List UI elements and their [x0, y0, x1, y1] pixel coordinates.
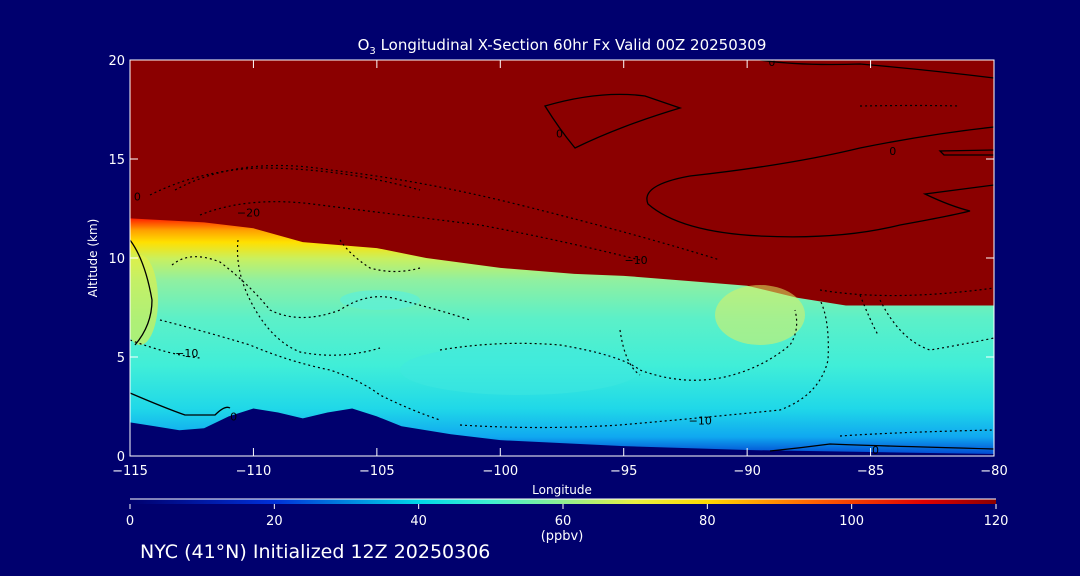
contour-label: 0	[889, 145, 896, 158]
contour-dashed	[619, 329, 641, 376]
footer-caption: NYC (41°N) Initialized 12Z 20250306	[140, 541, 491, 563]
x-tick-label: −90	[733, 464, 760, 479]
contour-solid	[130, 239, 153, 346]
y-tick-label: 20	[108, 54, 125, 69]
x-tick-label: −105	[359, 464, 395, 479]
colorbar	[130, 499, 996, 504]
contour-solid	[543, 93, 683, 149]
colorbar-unit: (ppbv)	[541, 529, 584, 544]
contour-dashed	[859, 294, 879, 336]
contour-label: −10	[175, 347, 198, 360]
ozone-patch	[715, 285, 805, 345]
x-tick-label: −80	[980, 464, 1007, 479]
colorbar-tick-label: 0	[126, 514, 134, 529]
chart-title: O3 Longitudinal X-Section 60hr Fx Valid …	[358, 36, 767, 57]
y-tick-label: 15	[108, 153, 125, 168]
y-axis-label: Altitude (km)	[86, 219, 100, 298]
x-axis-label: Longitude	[532, 483, 592, 497]
x-tick-label: −95	[610, 464, 637, 479]
y-axis: 0 5 10 15 20	[108, 54, 994, 465]
plot-area: 0 −20 −10 −10 0 −10 0 0 0 0	[130, 56, 994, 457]
x-tick-label: −85	[857, 464, 884, 479]
y-tick-label: 0	[117, 450, 125, 465]
contour-solid	[646, 126, 994, 238]
contour-solid	[938, 149, 994, 156]
colorbar-tick-label: 40	[410, 514, 427, 529]
colorbar-tick-label: 120	[984, 514, 1009, 529]
colorbar-ticks: 0 20 40 60 80 100 120	[126, 504, 1009, 529]
contour-dashed	[159, 319, 441, 421]
colorbar-tick-label: 80	[699, 514, 716, 529]
contour-lines	[130, 60, 994, 452]
contour-label: −10	[624, 254, 647, 267]
contour-dashed	[819, 287, 994, 297]
x-axis: −115 −110 −105 −100 −95 −90 −85 −80	[112, 60, 1008, 479]
terrain-fill	[130, 408, 994, 456]
x-tick-label: −115	[112, 464, 148, 479]
contour-label: 0	[768, 56, 775, 69]
contour-dashed	[859, 104, 961, 107]
contour-solid	[759, 60, 994, 79]
ozone-patch	[340, 290, 420, 310]
contour-dashed	[174, 164, 721, 261]
contour-label: 0	[230, 410, 237, 423]
contour-label: −20	[237, 206, 260, 219]
contour-dashed	[199, 201, 641, 261]
troposphere-fill	[130, 218, 994, 456]
colorbar-tick-label: 20	[266, 514, 283, 529]
contour-labels: 0 −20 −10 −10 0 −10 0 0 0 0	[134, 56, 896, 457]
contour-lines-dashed	[130, 104, 994, 437]
y-tick-label: 5	[117, 351, 125, 366]
colorbar-tick-label: 100	[839, 514, 864, 529]
contour-label: 0	[134, 191, 141, 204]
contour-dashed	[339, 239, 421, 273]
ozone-patch	[400, 345, 640, 395]
contour-dashed	[171, 256, 471, 321]
contour-label: 0	[556, 127, 563, 140]
contour-solid	[130, 392, 231, 416]
x-tick-label: −110	[236, 464, 272, 479]
x-tick-label: −100	[482, 464, 518, 479]
contour-label: −10	[689, 414, 712, 427]
contour-label: 0	[872, 444, 879, 457]
colorbar-tick-label: 60	[555, 514, 572, 529]
y-tick-label: 10	[108, 252, 125, 267]
contour-solid	[769, 443, 994, 452]
ozone-patch	[130, 255, 158, 345]
contour-dashed	[130, 339, 201, 359]
